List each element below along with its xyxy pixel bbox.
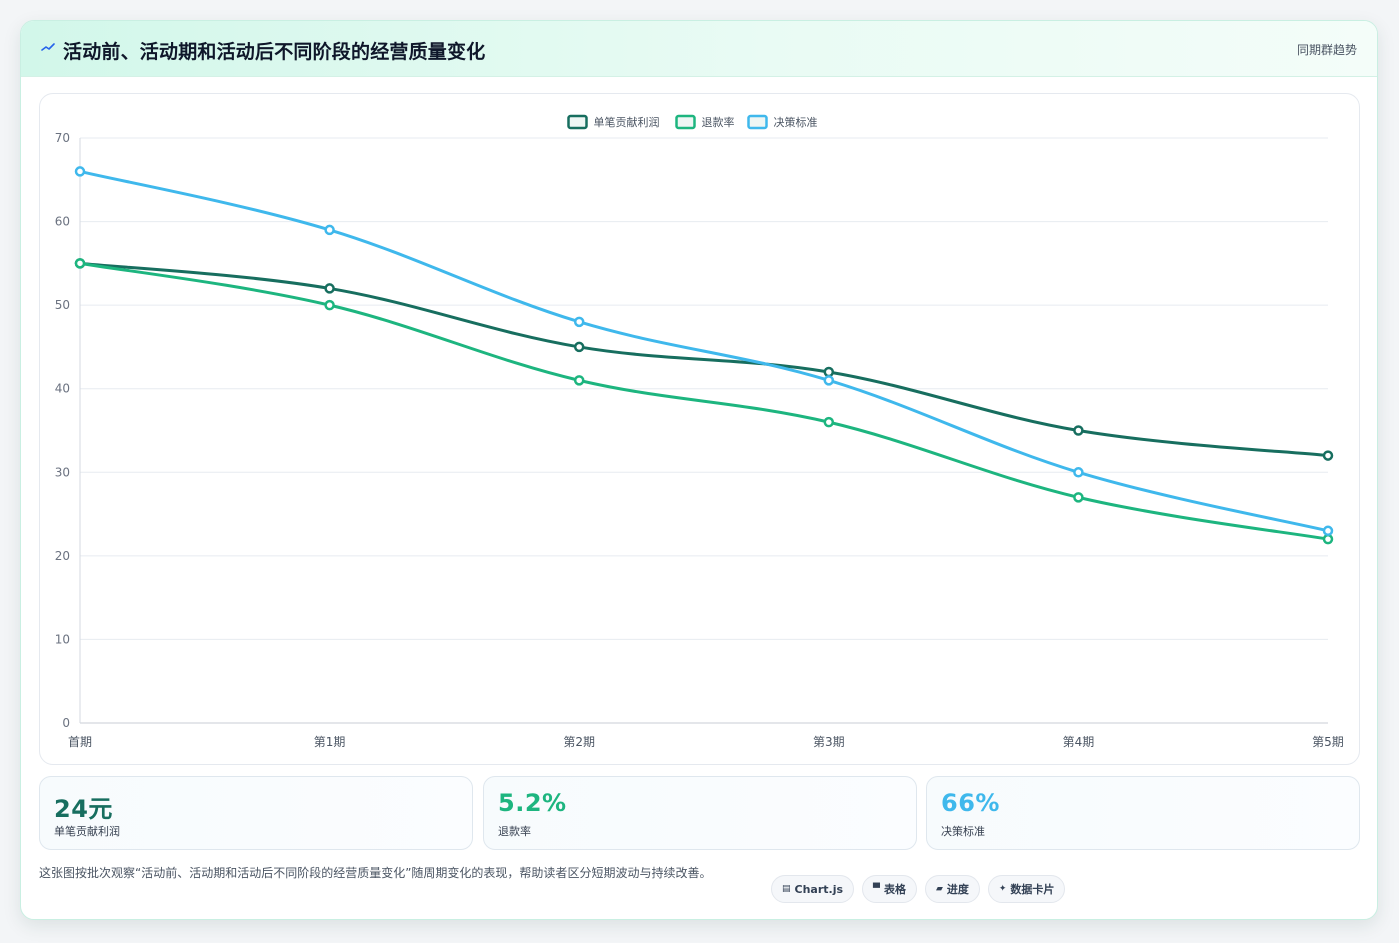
stat-value: 66%: [941, 789, 1000, 817]
stat-label: 单笔贡献利润: [54, 825, 120, 838]
y-tick-label: 60: [55, 215, 70, 229]
chip-label: Chart.js: [794, 882, 844, 896]
stat-label: 退款率: [498, 825, 531, 838]
legend-label: 退款率: [702, 115, 735, 129]
chart-panel: 0 10 20 30 40 50 60 70 首期 第1期 第2期 第3期 第4期 第5期 单笔贡献利润 退款…: [39, 93, 1360, 765]
legend-swatch: [747, 114, 768, 130]
chip-chartjs[interactable]: ▤ Chart.js: [771, 875, 855, 903]
y-tick-label: 30: [55, 465, 70, 479]
y-tick-label: 10: [55, 632, 70, 646]
series-line-0: [78, 261, 1330, 458]
stat-label: 决策标准: [941, 825, 985, 838]
card-header: 活动前、活动期和活动后不同阶段的经营质量变化 同期群趋势: [21, 21, 1377, 77]
stat-card-refund: 5.2% 退款率: [483, 776, 917, 850]
line-chart: 0 10 20 30 40 50 60 70 首期 第1期 第2期 第3期 第4期 第5期 单笔贡献利润 退款…: [55, 114, 1344, 749]
sparkle-icon: ✦: [998, 884, 1007, 894]
data-point: [1322, 533, 1334, 545]
data-point: [324, 224, 335, 236]
chart-icon: ▤: [782, 884, 791, 894]
chip-label: 表格: [883, 883, 906, 896]
progress-icon: ▰: [935, 884, 943, 894]
tech-chips: ▤ Chart.js ▀ 表格 ▰ 进度 ✦ 数据卡片: [771, 875, 1066, 903]
series-line-1: [78, 261, 1330, 541]
y-tick-label: 70: [55, 131, 70, 145]
data-point: [1073, 425, 1084, 436]
y-tick-label: 50: [55, 298, 70, 312]
data-point: [74, 166, 86, 177]
x-tick-label: 第5期: [1312, 735, 1344, 749]
data-point: [324, 299, 335, 311]
header-tag: 同期群趋势: [1296, 43, 1357, 57]
legend-label: 单笔贡献利润: [594, 115, 660, 129]
x-tick-label: 第2期: [563, 735, 595, 749]
chart-card: 活动前、活动期和活动后不同阶段的经营质量变化 同期群趋势 0 10 20 30 40 50…: [20, 20, 1378, 920]
data-point: [1073, 492, 1084, 503]
chip-table[interactable]: ▀ 表格: [862, 875, 917, 903]
x-tick-label: 首期: [68, 735, 92, 749]
data-point: [823, 366, 835, 378]
data-point: [573, 316, 585, 328]
data-point: [573, 375, 585, 386]
data-point: [74, 258, 86, 269]
chip-label: 进度: [946, 883, 969, 896]
data-point: [823, 375, 835, 386]
table-icon: ▀: [873, 884, 880, 894]
x-tick-label: 第1期: [314, 735, 346, 749]
data-point: [823, 416, 835, 428]
footer-note: 这张图按批次观察“活动前、活动期和活动后不同阶段的经营质量变化”随周期变化的表现…: [39, 866, 712, 880]
stat-value: 24元: [54, 795, 113, 823]
data-point: [1322, 525, 1334, 537]
legend-label: 决策标准: [774, 115, 818, 129]
stat-card-profit: 24元 单笔贡献利润: [39, 776, 473, 850]
data-point: [324, 283, 335, 294]
chip-label: 数据卡片: [1010, 883, 1055, 896]
x-tick-label: 第4期: [1063, 735, 1095, 749]
legend-swatch: [567, 114, 588, 130]
stat-card-decision: 66% 决策标准: [926, 776, 1360, 850]
y-tick-label: 40: [55, 382, 70, 396]
data-point: [1322, 450, 1334, 461]
trend-line-icon: [41, 43, 55, 51]
data-point: [573, 341, 585, 353]
legend-swatch: [675, 114, 696, 130]
page-title: 活动前、活动期和活动后不同阶段的经营质量变化: [63, 41, 486, 63]
y-tick-label: 20: [55, 549, 70, 563]
y-tick-label: 0: [62, 716, 70, 730]
series-line-2: [78, 169, 1330, 533]
x-tick-label: 第3期: [813, 735, 845, 749]
chip-progress[interactable]: ▰ 进度: [924, 875, 980, 903]
stat-value: 5.2%: [498, 789, 567, 817]
data-point: [1073, 467, 1084, 478]
chip-data-card[interactable]: ✦ 数据卡片: [987, 875, 1066, 903]
